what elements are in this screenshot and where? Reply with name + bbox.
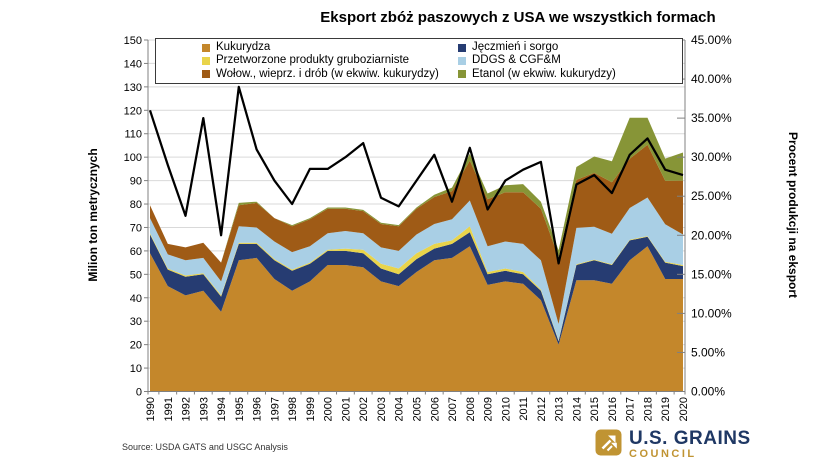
svg-text:2004: 2004 [394,397,406,421]
svg-text:2003: 2003 [376,397,388,421]
svg-text:25.00%: 25.00% [691,189,732,203]
svg-text:70: 70 [130,222,142,234]
legend-item: Kukurydza [202,41,458,54]
svg-text:40: 40 [130,293,142,305]
right-axis-title: Procent produkcji na eksport [786,131,800,299]
svg-text:1994: 1994 [216,397,228,421]
legend-label: Wołow., wieprz. i drób (w ekwiw. kukuryd… [216,67,439,80]
legend-swatch-icon [458,70,466,79]
legend-swatch-icon [202,70,210,79]
svg-text:1993: 1993 [198,397,210,421]
svg-text:80: 80 [130,199,142,211]
left-axis-title: Milion ton metrycznych [86,148,100,282]
svg-text:2006: 2006 [429,397,441,421]
legend-label: Jęczmień i sorgo [472,41,559,54]
svg-text:90: 90 [130,176,142,188]
svg-text:5.00%: 5.00% [691,345,725,359]
svg-text:2014: 2014 [571,397,583,421]
svg-text:0: 0 [136,387,142,399]
area-Jęczmień i sorgo [150,232,683,345]
svg-text:2012: 2012 [536,397,548,421]
svg-text:2005: 2005 [412,397,424,421]
svg-text:2007: 2007 [447,397,459,421]
legend-swatch-icon [202,56,210,65]
svg-text:2001: 2001 [340,397,352,421]
logo-text-council: COUNCIL [629,448,697,460]
legend-item: DDGS & CGF&M [458,54,682,67]
svg-text:35.00%: 35.00% [691,111,732,125]
legend-label: Przetworzone produkty gruboziarniste [216,54,410,67]
area-Wołow., wieprz. i drób (w ekwiw. kukurydzy) [150,144,683,324]
svg-text:40.00%: 40.00% [691,72,732,86]
svg-text:2018: 2018 [642,397,654,421]
svg-text:10: 10 [130,363,142,375]
svg-text:0.00%: 0.00% [691,385,725,399]
svg-text:100: 100 [124,152,142,164]
svg-text:60: 60 [130,246,142,258]
legend-label: Etanol (w ekwiw. kukurydzy) [472,67,616,80]
legend-item: Przetworzone produkty gruboziarniste [202,54,458,67]
svg-text:140: 140 [124,58,142,70]
svg-text:2015: 2015 [589,397,601,421]
svg-text:2020: 2020 [678,397,690,421]
svg-text:150: 150 [124,35,142,47]
area-DDGS & CGF&M [150,197,683,341]
svg-text:15.00%: 15.00% [691,267,732,281]
svg-text:1999: 1999 [305,397,317,421]
svg-text:30.00%: 30.00% [691,150,732,164]
legend-swatch-icon [202,43,210,52]
svg-text:1995: 1995 [234,397,246,421]
legend-swatch-icon [458,43,466,52]
svg-text:1998: 1998 [287,397,299,421]
svg-text:2013: 2013 [554,397,566,421]
svg-text:20.00%: 20.00% [691,228,732,242]
stacked-areas [150,117,683,392]
svg-text:2011: 2011 [518,397,530,421]
percent-of-production-line [148,85,684,265]
svg-text:2002: 2002 [358,397,370,421]
svg-text:1997: 1997 [269,397,281,421]
chart-title: Eksport zbóż paszowych z USA we wszystki… [320,9,716,26]
svg-text:45.00%: 45.00% [691,33,732,47]
svg-text:2008: 2008 [465,397,477,421]
svg-text:2010: 2010 [500,397,512,421]
svg-text:1992: 1992 [181,397,193,421]
area-Etanol (w ekwiw. kukurydzy) [150,117,683,263]
svg-text:1990: 1990 [145,397,157,421]
legend-label: Kukurydza [216,41,271,54]
svg-text:20: 20 [130,340,142,352]
svg-text:130: 130 [124,82,142,94]
chart-legend: Kukurydza Przetworzone produkty gruboziar… [155,38,683,84]
legend-item: Jęczmień i sorgo [458,41,682,54]
axis-tick-labels: 0 10 20 30 40 50 60 70 80 90 100 110 120 130 140 150 0.0… [124,33,732,421]
svg-text:2017: 2017 [625,397,637,421]
svg-text:30: 30 [130,316,142,328]
svg-text:1991: 1991 [163,397,175,421]
legend-item: Etanol (w ekwiw. kukurydzy) [458,68,682,81]
legend-swatch-icon [458,56,466,65]
svg-text:110: 110 [124,129,142,141]
svg-text:120: 120 [124,105,142,117]
area-Kukurydza [150,246,683,392]
svg-text:2019: 2019 [660,397,672,421]
svg-text:10.00%: 10.00% [691,306,732,320]
svg-text:1996: 1996 [252,397,264,421]
source-note: Source: USDA GATS and USGC Analysis [122,442,288,452]
grains-council-logo-icon [595,429,622,456]
axes [144,39,686,395]
svg-text:2016: 2016 [607,397,619,421]
legend-label: DDGS & CGF&M [472,54,561,67]
svg-text:2000: 2000 [323,397,335,421]
legend-item: Wołow., wieprz. i drób (w ekwiw. kukuryd… [202,68,458,81]
svg-text:50: 50 [130,269,142,281]
svg-text:2009: 2009 [483,397,495,421]
usgc-logo: U.S. GRAINS COUNCIL [595,429,751,460]
logo-text-usgrains: U.S. GRAINS [629,428,751,449]
